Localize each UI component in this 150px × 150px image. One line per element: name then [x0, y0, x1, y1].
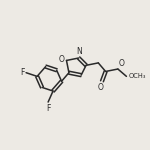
Text: O: O — [118, 58, 124, 68]
Text: N: N — [76, 47, 82, 56]
Text: F: F — [46, 104, 50, 113]
Text: O: O — [98, 83, 103, 92]
Text: OCH₃: OCH₃ — [128, 73, 146, 79]
Text: O: O — [58, 55, 64, 64]
Text: F: F — [20, 68, 25, 77]
